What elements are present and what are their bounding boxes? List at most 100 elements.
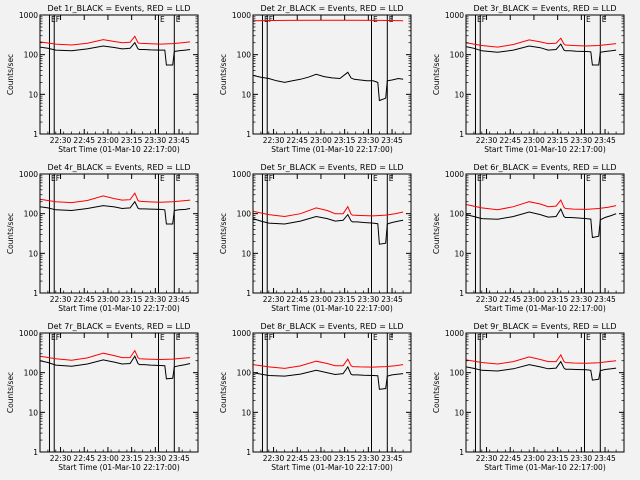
x-tick-label: 22:45 — [499, 295, 521, 304]
x-tick-label: 23:00 — [523, 295, 545, 304]
event-marker-label: E — [389, 333, 394, 342]
y-tick-label: 10 — [241, 90, 251, 99]
y-axis-label: Counts/sec — [219, 54, 228, 95]
x-tick-label: 23:15 — [547, 295, 569, 304]
x-tick-label: 22:45 — [499, 136, 521, 145]
y-tick-label: 1000 — [232, 329, 251, 338]
x-axis-label: Start Time (01-Mar-10 22:17:00) — [484, 145, 606, 154]
x-tick-label: 23:15 — [334, 136, 356, 145]
y-tick-label: 1000 — [445, 329, 464, 338]
y-axis-label: Counts/sec — [432, 54, 441, 95]
x-axis-label: Start Time (01-Mar-10 22:17:00) — [58, 463, 180, 472]
x-tick-label: 23:45 — [168, 295, 190, 304]
x-tick-label: 22:45 — [73, 295, 95, 304]
series-line-events — [465, 208, 617, 239]
x-tick-label: 22:30 — [263, 295, 285, 304]
x-tick-label: 23:30 — [358, 454, 380, 463]
event-marker-label: E — [602, 15, 607, 24]
x-axis-label: Start Time (01-Mar-10 22:17:00) — [271, 463, 393, 472]
y-tick-label: 1000 — [445, 11, 464, 20]
y-tick-label: 1 — [459, 448, 464, 457]
x-tick-label: 23:45 — [381, 295, 403, 304]
event-marker-label: E — [477, 333, 482, 342]
x-tick-label: 23:00 — [523, 136, 545, 145]
series-line-lld — [252, 205, 404, 218]
event-marker-label: E — [264, 333, 269, 342]
y-tick-label: 10 — [454, 90, 464, 99]
x-tick-label: 22:30 — [263, 136, 285, 145]
series-line-lld — [39, 35, 191, 46]
event-marker-label: E — [160, 15, 165, 24]
y-axis-label: Counts/sec — [219, 213, 228, 254]
event-marker-label: E — [160, 333, 165, 342]
panel-title: Det 2r_BLACK = Events, RED = LLD — [260, 4, 403, 13]
x-tick-label: 22:30 — [50, 454, 72, 463]
x-tick-label: 23:00 — [97, 295, 119, 304]
series-line-events — [252, 71, 404, 102]
x-tick-label: 23:15 — [121, 454, 143, 463]
series-line-events — [39, 355, 191, 380]
x-tick-label: 23:15 — [121, 136, 143, 145]
y-tick-label: 100 — [450, 51, 465, 60]
x-axis-label: Start Time (01-Mar-10 22:17:00) — [271, 145, 393, 154]
event-marker-label: E — [51, 15, 56, 24]
event-marker-label: E — [176, 174, 181, 183]
x-axis-label: Start Time (01-Mar-10 22:17:00) — [58, 145, 180, 154]
y-axis-label: Counts/sec — [6, 54, 15, 95]
x-tick-label: 23:30 — [571, 454, 593, 463]
event-marker-label: F — [482, 15, 486, 24]
y-tick-label: 1 — [33, 289, 38, 298]
x-tick-label: 23:15 — [121, 295, 143, 304]
y-tick-label: 1000 — [19, 170, 38, 179]
panel-title: Det 5r_BLACK = Events, RED = LLD — [260, 163, 403, 172]
x-tick-label: 22:30 — [476, 136, 498, 145]
y-tick-label: 100 — [24, 210, 39, 219]
event-marker-label: E — [160, 174, 165, 183]
event-marker-label: E — [586, 333, 591, 342]
y-tick-label: 1 — [246, 130, 251, 139]
series-line-lld — [465, 353, 617, 365]
series-line-events — [465, 43, 617, 66]
panel-title: Det 1r_BLACK = Events, RED = LLD — [47, 4, 190, 13]
x-tick-label: 23:45 — [168, 136, 190, 145]
series-line-events — [39, 200, 191, 225]
series-line-lld — [39, 349, 191, 361]
y-axis-label: Counts/sec — [6, 213, 15, 254]
y-tick-label: 10 — [454, 249, 464, 258]
event-marker-label: F — [482, 333, 486, 342]
x-tick-label: 23:00 — [97, 136, 119, 145]
series-line-lld — [252, 19, 404, 22]
x-tick-label: 23:30 — [358, 136, 380, 145]
x-tick-label: 23:30 — [145, 136, 167, 145]
y-tick-label: 10 — [28, 408, 38, 417]
series-line-lld — [465, 37, 617, 48]
x-tick-label: 23:00 — [523, 454, 545, 463]
x-tick-label: 23:45 — [381, 136, 403, 145]
x-tick-label: 23:15 — [547, 454, 569, 463]
x-axis-label: Start Time (01-Mar-10 22:17:00) — [484, 304, 606, 313]
x-tick-label: 22:45 — [286, 295, 308, 304]
event-marker-label: F — [269, 333, 273, 342]
y-axis-label: Counts/sec — [432, 372, 441, 413]
event-marker-label: F — [56, 333, 60, 342]
event-marker-label: E — [389, 15, 394, 24]
event-marker-label: E — [373, 174, 378, 183]
x-tick-label: 22:30 — [50, 295, 72, 304]
series-line-events — [39, 41, 191, 66]
y-tick-label: 10 — [241, 408, 251, 417]
series-line-events — [252, 365, 404, 390]
event-marker-label: E — [176, 15, 181, 24]
panel-title: Det 8r_BLACK = Events, RED = LLD — [260, 322, 403, 331]
series-line-lld — [39, 192, 191, 204]
y-tick-label: 10 — [241, 249, 251, 258]
y-tick-label: 10 — [28, 249, 38, 258]
event-marker-label: E — [264, 15, 269, 24]
y-axis-label: Counts/sec — [432, 213, 441, 254]
event-marker-label: E — [602, 333, 607, 342]
y-tick-label: 1000 — [232, 170, 251, 179]
panel-title: Det 6r_BLACK = Events, RED = LLD — [473, 163, 616, 172]
event-marker-label: E — [51, 174, 56, 183]
